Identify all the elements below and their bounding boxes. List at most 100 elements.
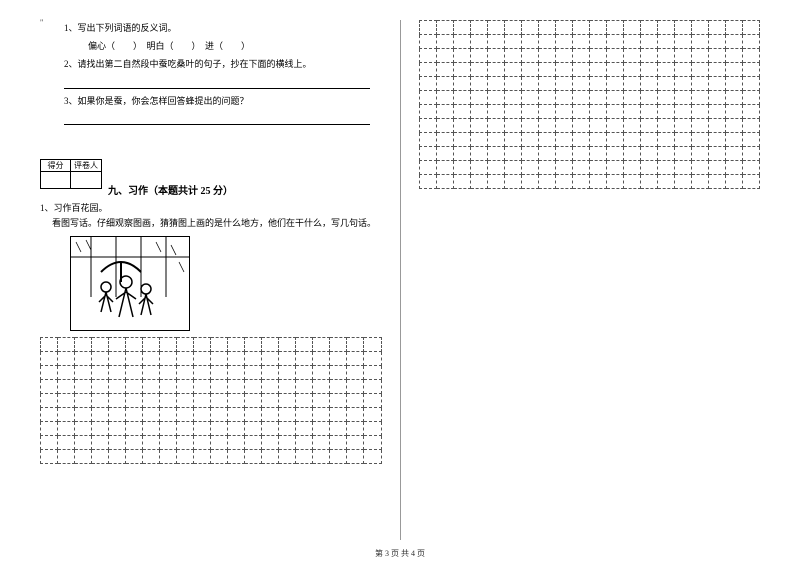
grid-cell[interactable] [623, 105, 640, 119]
grid-cell[interactable] [228, 394, 245, 408]
grid-cell[interactable] [521, 147, 538, 161]
grid-cell[interactable] [640, 133, 657, 147]
grid-cell[interactable] [453, 119, 470, 133]
grid-cell[interactable] [691, 21, 708, 35]
grid-cell[interactable] [487, 63, 504, 77]
grid-cell[interactable] [555, 119, 572, 133]
grid-cell[interactable] [330, 394, 347, 408]
grid-cell[interactable] [487, 147, 504, 161]
grid-cell[interactable] [143, 352, 160, 366]
grid-cell[interactable] [453, 63, 470, 77]
grid-cell[interactable] [589, 21, 606, 35]
grid-cell[interactable] [364, 408, 381, 422]
grid-cell[interactable] [228, 380, 245, 394]
grid-cell[interactable] [555, 21, 572, 35]
grid-cell[interactable] [691, 63, 708, 77]
grid-cell[interactable] [453, 35, 470, 49]
grid-cell[interactable] [330, 408, 347, 422]
grid-cell[interactable] [538, 91, 555, 105]
grid-cell[interactable] [606, 175, 623, 189]
grid-cell[interactable] [177, 338, 194, 352]
grid-cell[interactable] [572, 91, 589, 105]
grid-cell[interactable] [589, 91, 606, 105]
grid-cell[interactable] [674, 77, 691, 91]
grid-cell[interactable] [262, 408, 279, 422]
grid-cell[interactable] [708, 77, 725, 91]
grid-cell[interactable] [160, 408, 177, 422]
grid-cell[interactable] [708, 175, 725, 189]
grid-cell[interactable] [262, 338, 279, 352]
grid-cell[interactable] [691, 105, 708, 119]
grid-cell[interactable] [691, 119, 708, 133]
grid-cell[interactable] [487, 49, 504, 63]
grid-cell[interactable] [640, 49, 657, 63]
grid-cell[interactable] [109, 366, 126, 380]
grid-cell[interactable] [674, 119, 691, 133]
grid-cell[interactable] [708, 105, 725, 119]
grid-cell[interactable] [211, 366, 228, 380]
grid-cell[interactable] [75, 338, 92, 352]
grid-cell[interactable] [41, 338, 58, 352]
grid-cell[interactable] [279, 408, 296, 422]
grid-cell[interactable] [109, 436, 126, 450]
grid-cell[interactable] [245, 380, 262, 394]
grid-cell[interactable] [572, 49, 589, 63]
grid-cell[interactable] [92, 366, 109, 380]
grid-cell[interactable] [623, 63, 640, 77]
grid-cell[interactable] [504, 175, 521, 189]
grid-cell[interactable] [41, 450, 58, 464]
grid-cell[interactable] [691, 175, 708, 189]
grid-cell[interactable] [228, 450, 245, 464]
grid-cell[interactable] [419, 175, 436, 189]
grid-cell[interactable] [364, 366, 381, 380]
grid-cell[interactable] [521, 35, 538, 49]
grid-cell[interactable] [347, 408, 364, 422]
grid-cell[interactable] [194, 436, 211, 450]
grid-cell[interactable] [245, 366, 262, 380]
grid-cell[interactable] [555, 175, 572, 189]
grid-cell[interactable] [126, 352, 143, 366]
grid-cell[interactable] [555, 133, 572, 147]
grid-cell[interactable] [364, 380, 381, 394]
grid-cell[interactable] [640, 175, 657, 189]
grid-cell[interactable] [708, 63, 725, 77]
grid-cell[interactable] [504, 147, 521, 161]
grid-cell[interactable] [640, 161, 657, 175]
grid-cell[interactable] [58, 450, 75, 464]
grid-cell[interactable] [109, 338, 126, 352]
grid-cell[interactable] [143, 408, 160, 422]
grid-cell[interactable] [245, 352, 262, 366]
grid-cell[interactable] [589, 77, 606, 91]
grid-cell[interactable] [725, 105, 742, 119]
grid-cell[interactable] [725, 35, 742, 49]
grid-cell[interactable] [92, 408, 109, 422]
grid-cell[interactable] [177, 450, 194, 464]
grid-cell[interactable] [470, 105, 487, 119]
grid-cell[interactable] [279, 450, 296, 464]
grid-cell[interactable] [742, 133, 759, 147]
grid-cell[interactable] [92, 380, 109, 394]
grid-cell[interactable] [725, 119, 742, 133]
grid-cell[interactable] [211, 352, 228, 366]
grid-cell[interactable] [109, 380, 126, 394]
grid-cell[interactable] [470, 49, 487, 63]
grid-cell[interactable] [436, 147, 453, 161]
grid-cell[interactable] [296, 394, 313, 408]
grid-cell[interactable] [262, 366, 279, 380]
grid-cell[interactable] [470, 175, 487, 189]
grid-cell[interactable] [330, 436, 347, 450]
grid-cell[interactable] [674, 49, 691, 63]
score-fill-1[interactable] [41, 172, 70, 188]
grid-cell[interactable] [436, 77, 453, 91]
grid-cell[interactable] [75, 450, 92, 464]
grid-cell[interactable] [657, 35, 674, 49]
grid-cell[interactable] [313, 338, 330, 352]
grid-cell[interactable] [487, 105, 504, 119]
grid-cell[interactable] [160, 352, 177, 366]
grid-cell[interactable] [725, 77, 742, 91]
grid-cell[interactable] [487, 91, 504, 105]
grid-cell[interactable] [109, 394, 126, 408]
grid-cell[interactable] [572, 35, 589, 49]
grid-cell[interactable] [470, 91, 487, 105]
grid-cell[interactable] [296, 450, 313, 464]
